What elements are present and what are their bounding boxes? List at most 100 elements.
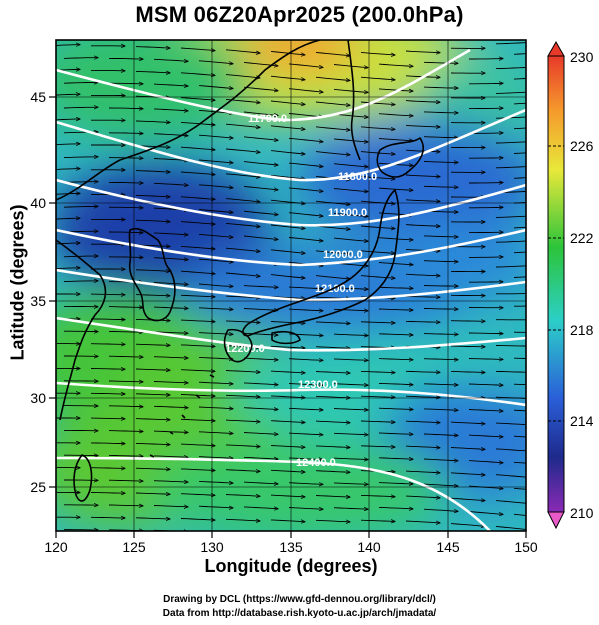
streamline	[243, 86, 278, 91]
streamline	[225, 371, 260, 373]
streamline	[288, 137, 323, 142]
streamline	[423, 309, 458, 310]
streamline	[495, 346, 526, 347]
streamline	[180, 270, 215, 274]
streamline	[315, 471, 350, 473]
streamline	[378, 408, 413, 409]
streamline	[333, 433, 368, 435]
streamline	[288, 508, 323, 510]
streamline	[243, 309, 278, 311]
streamline	[244, 532, 278, 534]
streamline	[333, 309, 368, 311]
streamline	[469, 108, 503, 109]
colorbar: 230 226 222 218 214 210	[547, 40, 594, 530]
colorbar-scale	[547, 55, 565, 513]
streamline	[243, 433, 278, 435]
streamline	[270, 470, 305, 472]
streamline	[405, 371, 440, 372]
streamline	[315, 520, 350, 522]
streamline	[495, 166, 526, 167]
streamline	[450, 448, 485, 450]
streamline	[315, 396, 350, 398]
streamline	[270, 520, 305, 522]
streamline	[108, 381, 143, 382]
streamline	[360, 250, 395, 254]
streamline	[360, 126, 395, 130]
streamline	[135, 468, 170, 469]
streamline	[90, 319, 125, 320]
streamline	[225, 74, 260, 78]
streamline	[108, 406, 143, 407]
streamline	[469, 83, 503, 84]
streamline	[315, 421, 350, 423]
streamline	[423, 434, 458, 436]
streamline	[423, 186, 458, 187]
streamline	[270, 274, 305, 279]
streamline	[63, 256, 98, 257]
streamline	[334, 533, 368, 535]
streamline	[423, 137, 458, 138]
streamline	[360, 371, 395, 372]
streamline	[423, 236, 458, 237]
streamline	[180, 345, 215, 347]
streamline	[333, 409, 368, 411]
streamline	[243, 383, 278, 385]
streamline	[135, 493, 170, 494]
axis-ticks	[49, 96, 527, 538]
streamline	[153, 108, 188, 111]
streamline	[360, 322, 395, 323]
streamline	[180, 295, 215, 297]
streamline	[198, 85, 233, 89]
streamline	[180, 419, 215, 421]
streamline	[198, 407, 233, 409]
streamline	[333, 212, 368, 216]
streamline	[378, 433, 413, 434]
streamline	[180, 121, 215, 125]
streamline	[270, 150, 305, 155]
streamline	[56, 119, 80, 120]
streamline	[56, 169, 80, 170]
credit-data: Data from http://database.rish.kyoto-u.a…	[162, 608, 437, 619]
streamline	[333, 163, 368, 167]
streamline	[315, 151, 350, 155]
streamline	[225, 495, 260, 497]
streamline	[90, 493, 125, 494]
streamline	[243, 408, 278, 410]
streamline	[225, 321, 260, 323]
streamline	[513, 409, 526, 412]
streamline	[513, 251, 526, 254]
streamline	[225, 49, 260, 53]
streamline	[135, 394, 170, 395]
streamline	[378, 138, 413, 141]
streamline	[450, 523, 485, 527]
streamline	[63, 281, 98, 282]
streamline	[108, 83, 143, 84]
streamline	[153, 58, 188, 61]
streamline	[63, 58, 98, 59]
y-tick-label: 45	[30, 89, 46, 105]
streamline	[198, 432, 233, 434]
streamline	[90, 294, 125, 295]
streamline	[270, 322, 305, 324]
streamline	[360, 446, 395, 447]
streamline	[405, 51, 440, 53]
streamline	[513, 383, 526, 386]
streamline	[378, 262, 413, 265]
streamline	[108, 431, 143, 432]
streamline	[135, 47, 170, 49]
streamline	[63, 182, 98, 183]
streamline	[379, 532, 413, 534]
streamline	[198, 382, 233, 384]
streamline	[423, 112, 458, 113]
streamline	[469, 232, 503, 233]
streamline	[63, 206, 98, 207]
streamline	[405, 125, 440, 127]
streamline	[90, 393, 125, 394]
streamline	[333, 237, 368, 241]
streamline	[90, 369, 125, 370]
streamline	[198, 159, 233, 163]
streamline	[135, 245, 170, 247]
streamline	[513, 226, 526, 229]
colorbar-tick: 226	[570, 138, 594, 154]
